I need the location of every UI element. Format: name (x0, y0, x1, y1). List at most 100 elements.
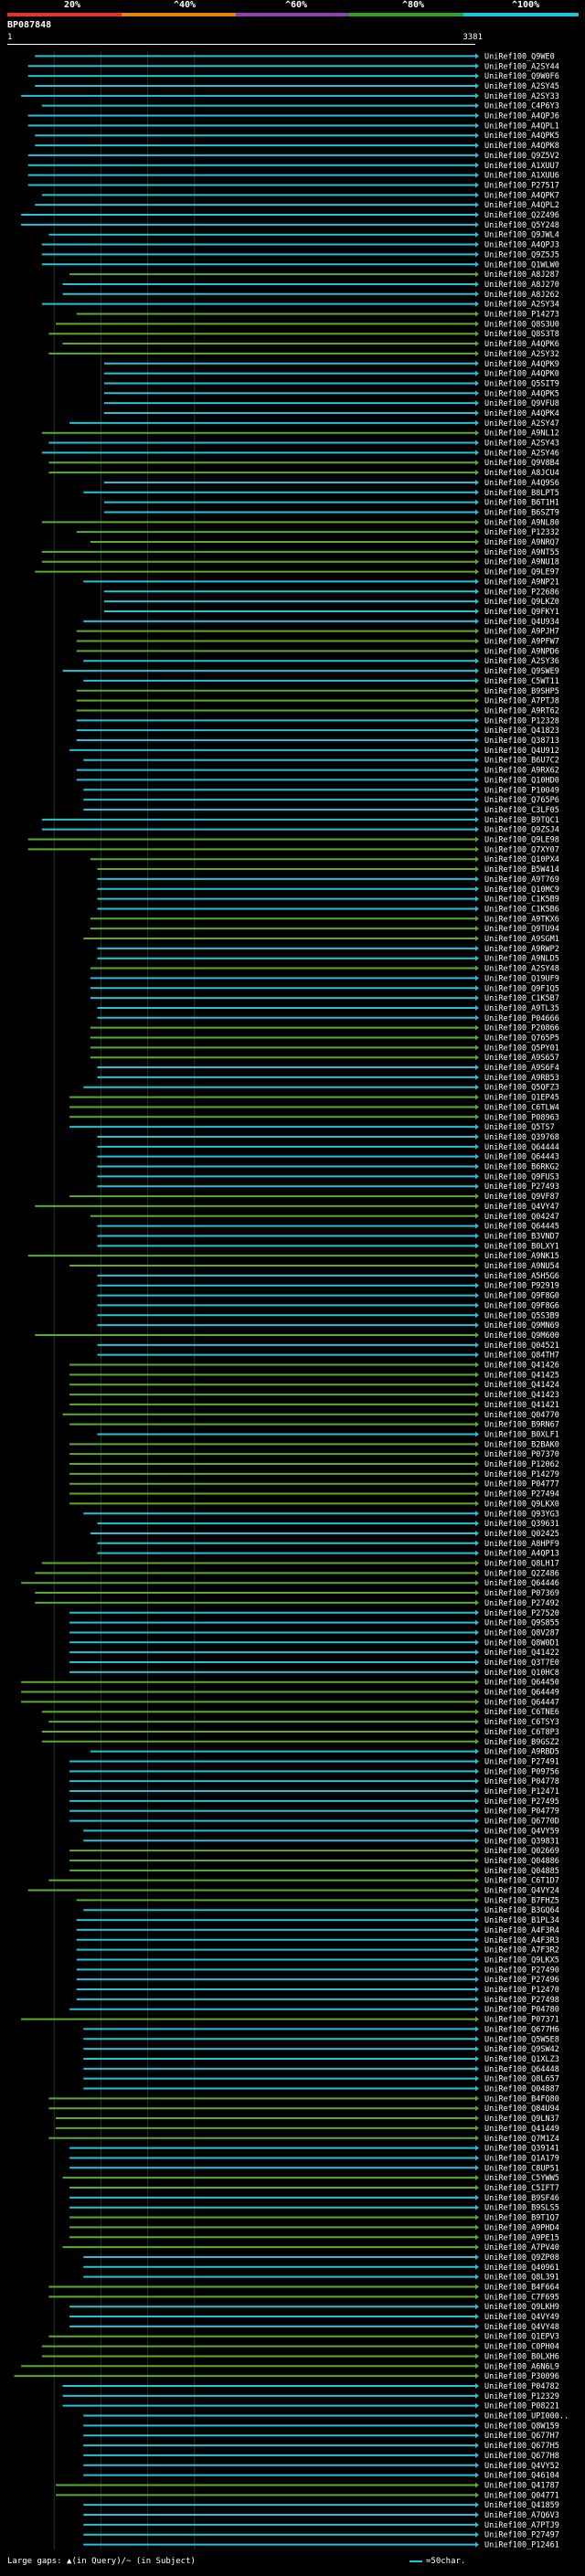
hit-label[interactable]: UniRef100_A9NPD6 (484, 647, 559, 656)
hit-label[interactable]: UniRef100_C0PH04 (484, 2343, 559, 2352)
hit-label[interactable]: UniRef100_B0LXH6 (484, 2352, 559, 2361)
hit-label[interactable]: UniRef100_Q9LKZ0 (484, 598, 559, 607)
hit-label[interactable]: UniRef100_Q41423 (484, 1391, 559, 1400)
hit-label[interactable]: UniRef100_P04779 (484, 1807, 559, 1817)
hit-label[interactable]: UniRef100_Q9ZSJ4 (484, 826, 559, 835)
hit-label[interactable]: UniRef100_Q9V8B4 (484, 459, 559, 468)
hit-label[interactable]: UniRef100_A4QPK0 (484, 370, 559, 379)
hit-label[interactable]: UniRef100_A1XUU7 (484, 162, 559, 171)
hit-label[interactable]: UniRef100_B9RN67 (484, 1421, 559, 1430)
hit-label[interactable]: UniRef100_A9PJH7 (484, 628, 559, 637)
hit-label[interactable]: UniRef100_P27493 (484, 1182, 559, 1192)
hit-label[interactable]: UniRef100_Q02425 (484, 1530, 559, 1539)
hit-label[interactable]: UniRef100_Q8V287 (484, 1628, 559, 1638)
hit-label[interactable]: UniRef100_A9RWP2 (484, 945, 559, 954)
hit-label[interactable]: UniRef100_P27495 (484, 1797, 559, 1807)
hit-label[interactable]: UniRef100_Q5S3B9 (484, 1311, 559, 1320)
hit-label[interactable]: UniRef100_P27517 (484, 181, 559, 190)
hit-label[interactable]: UniRef100_A9TL35 (484, 1004, 559, 1013)
hit-label[interactable]: UniRef100_A9SGM1 (484, 935, 559, 944)
hit-label[interactable]: UniRef100_A4QP13 (484, 1550, 559, 1559)
hit-label[interactable]: UniRef100_B9T1Q7 (484, 2214, 559, 2223)
hit-label[interactable]: UniRef100_B0LXY1 (484, 1242, 559, 1251)
hit-label[interactable]: UniRef100_P27491 (484, 1757, 559, 1766)
hit-label[interactable]: UniRef100_P92919 (484, 1282, 559, 1291)
hit-label[interactable]: UniRef100_C7F695 (484, 2293, 559, 2302)
hit-label[interactable]: UniRef100_B8LPT5 (484, 489, 559, 498)
hit-label[interactable]: UniRef100_Q64446 (484, 1579, 559, 1588)
hit-label[interactable]: UniRef100_Q64449 (484, 1689, 559, 1698)
hit-label[interactable]: UniRef100_A9PFW7 (484, 638, 559, 647)
hit-label[interactable]: UniRef100_Q9MN69 (484, 1321, 559, 1330)
hit-label[interactable]: UniRef100_B9GSZ2 (484, 1738, 559, 1747)
hit-label[interactable]: UniRef100_P27494 (484, 1490, 559, 1500)
hit-label[interactable]: UniRef100_B6T1H1 (484, 499, 559, 508)
hit-label[interactable]: UniRef100_P12062 (484, 1460, 559, 1469)
hit-label[interactable]: UniRef100_P12332 (484, 528, 559, 537)
hit-label[interactable]: UniRef100_Q5PY01 (484, 1044, 559, 1053)
hit-label[interactable]: UniRef100_A9RBD5 (484, 1748, 559, 1757)
hit-label[interactable]: UniRef100_Q39768 (484, 1133, 559, 1142)
hit-label[interactable]: UniRef100_Q9VFU8 (484, 399, 559, 408)
hit-label[interactable]: UniRef100_A7Q6V3 (484, 2511, 559, 2520)
hit-label[interactable]: UniRef100_A9S657 (484, 1054, 559, 1063)
hit-label[interactable]: UniRef100_C8UP51 (484, 2164, 559, 2173)
hit-label[interactable]: UniRef100_Q677H7 (484, 2432, 559, 2441)
hit-label[interactable]: UniRef100_Q9WE0 (484, 52, 555, 61)
hit-label[interactable]: UniRef100_Q10HC8 (484, 1669, 559, 1678)
hit-label[interactable]: UniRef100_C6TNE6 (484, 1708, 559, 1717)
hit-label[interactable]: UniRef100_A1XUU6 (484, 172, 559, 181)
hit-label[interactable]: UniRef100_B1PL34 (484, 1916, 559, 1925)
hit-label[interactable]: UniRef100_A4QPJ6 (484, 112, 559, 122)
hit-label[interactable]: UniRef100_A2SY45 (484, 82, 559, 91)
hit-label[interactable]: UniRef100_Q9Z5V2 (484, 152, 559, 161)
hit-label[interactable]: UniRef100_C6TLW4 (484, 1103, 559, 1112)
hit-label[interactable]: UniRef100_Q41787 (484, 2481, 559, 2490)
hit-label[interactable]: UniRef100_B9SF46 (484, 2194, 559, 2203)
hit-label[interactable]: UniRef100_Q9FKY1 (484, 608, 559, 617)
hit-label[interactable]: UniRef100_Q7M1Z4 (484, 2135, 559, 2144)
hit-label[interactable]: UniRef100_P04666 (484, 1014, 559, 1023)
hit-label[interactable]: UniRef100_Q1XLZ3 (484, 2055, 559, 2064)
hit-label[interactable]: UniRef100_P14273 (484, 311, 559, 320)
hit-label[interactable]: UniRef100_A4QPJ3 (484, 241, 559, 250)
hit-label[interactable]: UniRef100_Q9LE98 (484, 836, 559, 845)
hit-label[interactable]: UniRef100_Q1EPV3 (484, 2333, 559, 2342)
hit-label[interactable]: UniRef100_A8J287 (484, 270, 559, 280)
hit-label[interactable]: UniRef100_A9NL80 (484, 518, 559, 527)
hit-label[interactable]: UniRef100_C6T8P3 (484, 1728, 559, 1737)
hit-label[interactable]: UniRef100_Q765P5 (484, 1034, 559, 1043)
hit-label[interactable]: UniRef100_A2SY47 (484, 419, 559, 429)
hit-label[interactable]: UniRef100_P30096 (484, 2372, 559, 2381)
hit-label[interactable]: UniRef100_Q9SW42 (484, 2045, 559, 2054)
hit-label[interactable]: UniRef100_Q04885 (484, 1867, 559, 1876)
hit-label[interactable]: UniRef100_Q02669 (484, 1847, 559, 1856)
hit-label[interactable]: UniRef100_P09756 (484, 1767, 559, 1776)
hit-label[interactable]: UniRef100_A9PHD4 (484, 2223, 559, 2232)
hit-label[interactable]: UniRef100_A9T769 (484, 875, 559, 885)
hit-label[interactable]: UniRef100_A2SY48 (484, 965, 559, 974)
hit-label[interactable]: UniRef100_Q5W5E8 (484, 2035, 559, 2044)
hit-label[interactable]: UniRef100_Q9M600 (484, 1331, 559, 1341)
hit-label[interactable]: UniRef100_B5W414 (484, 865, 559, 875)
hit-label[interactable]: UniRef100_P27492 (484, 1599, 559, 1608)
hit-label[interactable]: UniRef100_Q4VY47 (484, 1203, 559, 1212)
hit-label[interactable]: UniRef100_P27497 (484, 2531, 559, 2540)
hit-label[interactable]: UniRef100_Q41421 (484, 1401, 559, 1410)
hit-label[interactable]: UniRef100_Q8LH17 (484, 1560, 559, 1569)
hit-label[interactable]: UniRef100_Q677H6 (484, 2025, 559, 2034)
hit-label[interactable]: UniRef100_P22686 (484, 588, 559, 597)
hit-label[interactable]: UniRef100_C5WT11 (484, 677, 559, 686)
hit-label[interactable]: UniRef100_Q41823 (484, 726, 559, 736)
hit-label[interactable]: UniRef100_Q9Z5J5 (484, 250, 559, 260)
hit-label[interactable]: UniRef100_Q04247 (484, 1213, 559, 1222)
hit-label[interactable]: UniRef100_Q9LKX5 (484, 1956, 559, 1965)
hit-label[interactable]: UniRef100_A4QPK6 (484, 340, 559, 349)
hit-label[interactable]: UniRef100_B9SHP5 (484, 687, 559, 696)
hit-label[interactable]: UniRef100_A7PV40 (484, 2243, 559, 2253)
hit-label[interactable]: UniRef100_Q4VY52 (484, 2462, 559, 2471)
hit-label[interactable]: UniRef100_Q6770D (484, 1818, 559, 1827)
hit-label[interactable]: UniRef100_A9TKX6 (484, 915, 559, 924)
hit-label[interactable]: UniRef100_C5IFT7 (484, 2184, 559, 2193)
hit-label[interactable]: UniRef100_P10049 (484, 786, 559, 795)
